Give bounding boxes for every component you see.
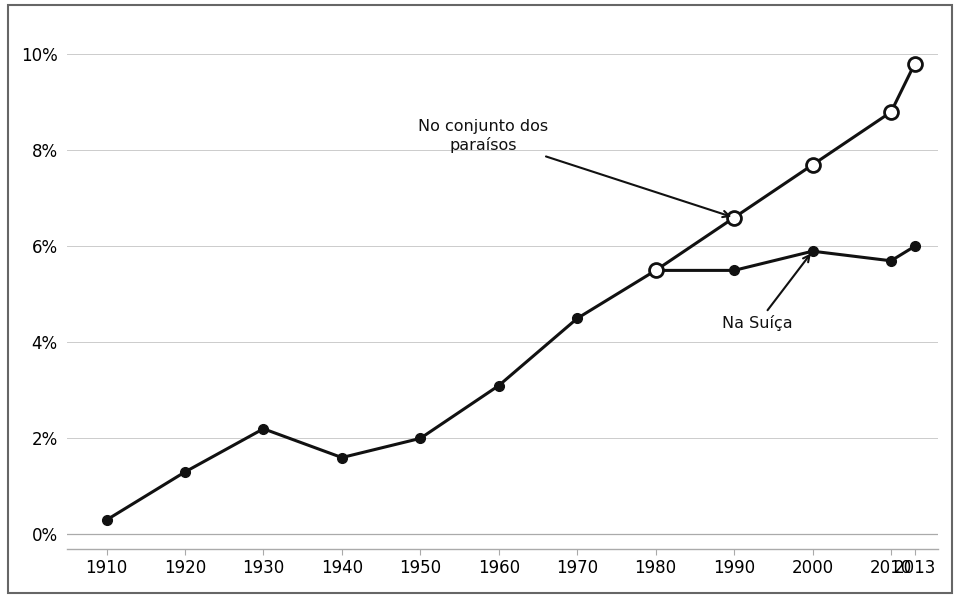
Text: No conjunto dos
paraísos: No conjunto dos paraísos — [418, 119, 730, 217]
Text: Na Suíça: Na Suíça — [722, 255, 809, 331]
